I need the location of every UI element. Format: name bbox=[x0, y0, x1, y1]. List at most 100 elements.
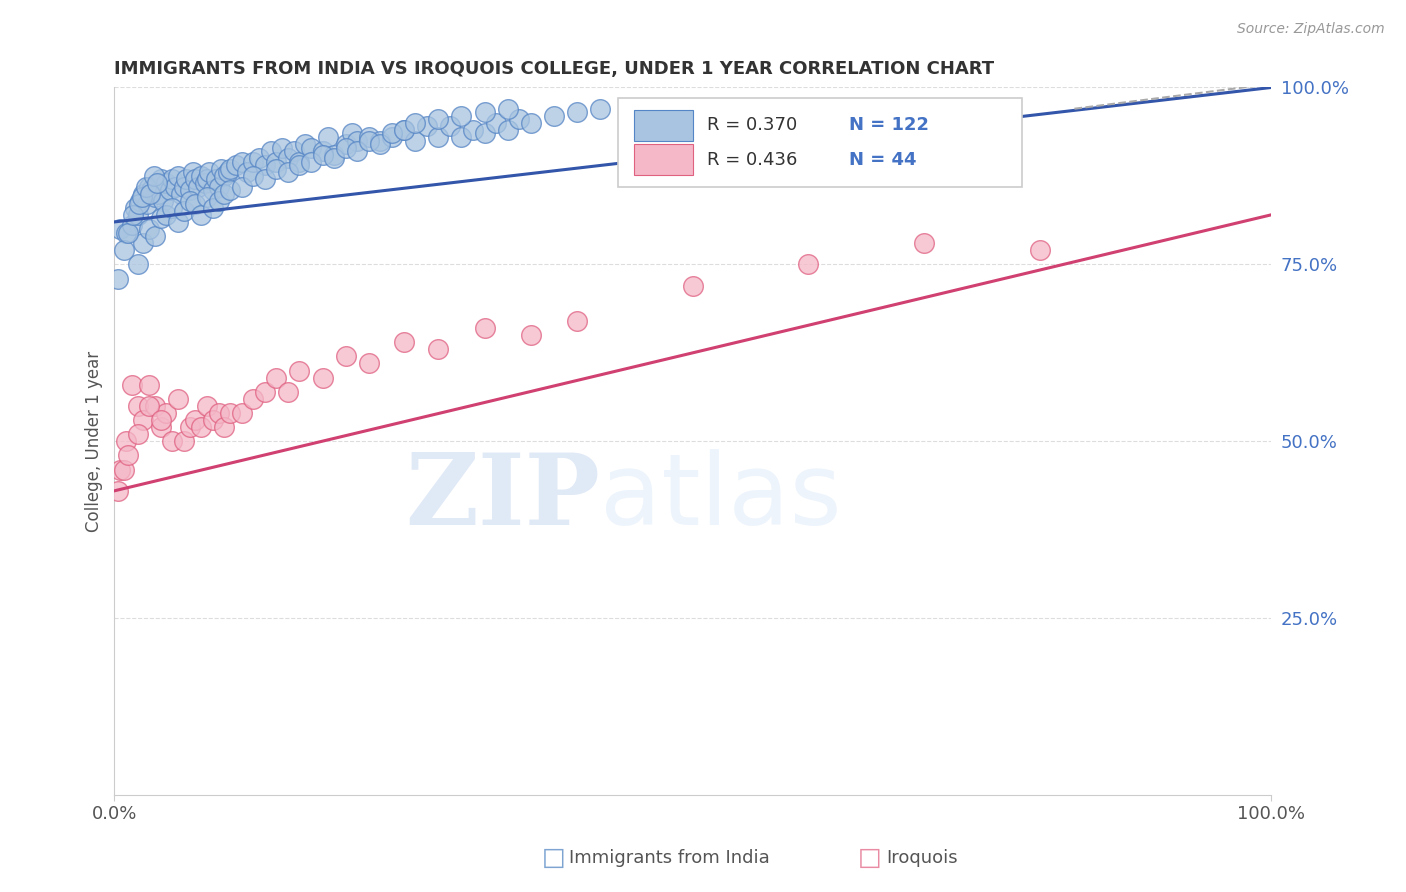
Point bbox=[190, 208, 212, 222]
Point bbox=[311, 144, 333, 158]
Point bbox=[357, 356, 380, 370]
Point bbox=[565, 105, 588, 120]
Point bbox=[209, 161, 232, 176]
Point bbox=[195, 172, 218, 186]
Point bbox=[149, 211, 172, 226]
Point bbox=[1029, 244, 1052, 258]
Point bbox=[912, 236, 935, 251]
Point bbox=[155, 406, 177, 420]
Point bbox=[415, 120, 437, 134]
Y-axis label: College, Under 1 year: College, Under 1 year bbox=[86, 351, 103, 532]
Point bbox=[173, 204, 195, 219]
Point bbox=[253, 172, 276, 186]
Point bbox=[496, 123, 519, 137]
Point bbox=[139, 186, 162, 201]
Point bbox=[474, 127, 496, 141]
Point bbox=[115, 434, 138, 449]
Text: IMMIGRANTS FROM INDIA VS IROQUOIS COLLEGE, UNDER 1 YEAR CORRELATION CHART: IMMIGRANTS FROM INDIA VS IROQUOIS COLLEG… bbox=[114, 60, 994, 78]
Point bbox=[277, 384, 299, 399]
Point bbox=[132, 413, 155, 427]
Point bbox=[288, 158, 311, 172]
Point bbox=[207, 406, 229, 420]
Point bbox=[127, 208, 149, 222]
Text: ZIP: ZIP bbox=[405, 450, 600, 547]
Point bbox=[146, 176, 169, 190]
Point bbox=[201, 201, 224, 215]
Point bbox=[219, 161, 242, 176]
Point bbox=[346, 134, 368, 148]
Point bbox=[404, 134, 426, 148]
Point bbox=[450, 109, 472, 123]
Point bbox=[127, 427, 149, 442]
Point bbox=[589, 102, 612, 116]
Point bbox=[461, 123, 484, 137]
Point bbox=[138, 399, 160, 413]
Point bbox=[108, 462, 131, 476]
Point bbox=[143, 229, 166, 244]
Point bbox=[682, 278, 704, 293]
Text: □: □ bbox=[858, 847, 882, 870]
Point bbox=[163, 179, 186, 194]
Point bbox=[381, 130, 404, 145]
Point bbox=[283, 144, 305, 158]
Point bbox=[219, 406, 242, 420]
Point bbox=[318, 130, 340, 145]
Text: atlas: atlas bbox=[600, 450, 842, 547]
Point bbox=[508, 112, 530, 127]
Point bbox=[335, 350, 357, 364]
Point bbox=[121, 219, 143, 233]
Point bbox=[173, 434, 195, 449]
Point bbox=[135, 179, 157, 194]
Point bbox=[184, 413, 207, 427]
Point bbox=[214, 186, 236, 201]
Point bbox=[253, 384, 276, 399]
Point bbox=[149, 420, 172, 434]
Point bbox=[231, 179, 253, 194]
Point bbox=[149, 413, 172, 427]
Point bbox=[141, 183, 163, 197]
Point bbox=[170, 186, 193, 201]
Point bbox=[242, 154, 264, 169]
Point bbox=[112, 244, 135, 258]
Text: Source: ZipAtlas.com: Source: ZipAtlas.com bbox=[1237, 22, 1385, 37]
Point bbox=[128, 197, 150, 211]
Point bbox=[117, 449, 139, 463]
Text: N = 122: N = 122 bbox=[849, 116, 929, 134]
Point bbox=[159, 183, 181, 197]
Point bbox=[143, 399, 166, 413]
Point bbox=[138, 377, 160, 392]
Point bbox=[187, 179, 209, 194]
Point bbox=[107, 483, 129, 498]
Point bbox=[242, 169, 264, 183]
Point bbox=[108, 222, 131, 236]
Point bbox=[266, 154, 288, 169]
Point bbox=[198, 165, 221, 179]
Point bbox=[370, 137, 392, 152]
Point bbox=[392, 123, 415, 137]
Point bbox=[149, 172, 172, 186]
Point bbox=[288, 154, 311, 169]
Point bbox=[115, 226, 138, 240]
Point bbox=[128, 194, 150, 208]
Point bbox=[167, 392, 190, 406]
Point bbox=[370, 134, 392, 148]
Point bbox=[357, 134, 380, 148]
Point bbox=[266, 370, 288, 384]
FancyBboxPatch shape bbox=[617, 98, 1022, 186]
Point bbox=[194, 176, 217, 190]
Point bbox=[142, 169, 165, 183]
Point bbox=[174, 172, 197, 186]
Point bbox=[184, 172, 207, 186]
Point bbox=[335, 137, 357, 152]
Point bbox=[195, 399, 218, 413]
Point bbox=[207, 179, 229, 194]
Text: N = 44: N = 44 bbox=[849, 151, 917, 169]
Point bbox=[311, 147, 333, 161]
Point bbox=[135, 197, 157, 211]
Point bbox=[299, 154, 322, 169]
Point bbox=[205, 172, 228, 186]
Point bbox=[117, 226, 139, 240]
Point bbox=[201, 183, 224, 197]
Point bbox=[167, 169, 190, 183]
Point bbox=[121, 377, 143, 392]
